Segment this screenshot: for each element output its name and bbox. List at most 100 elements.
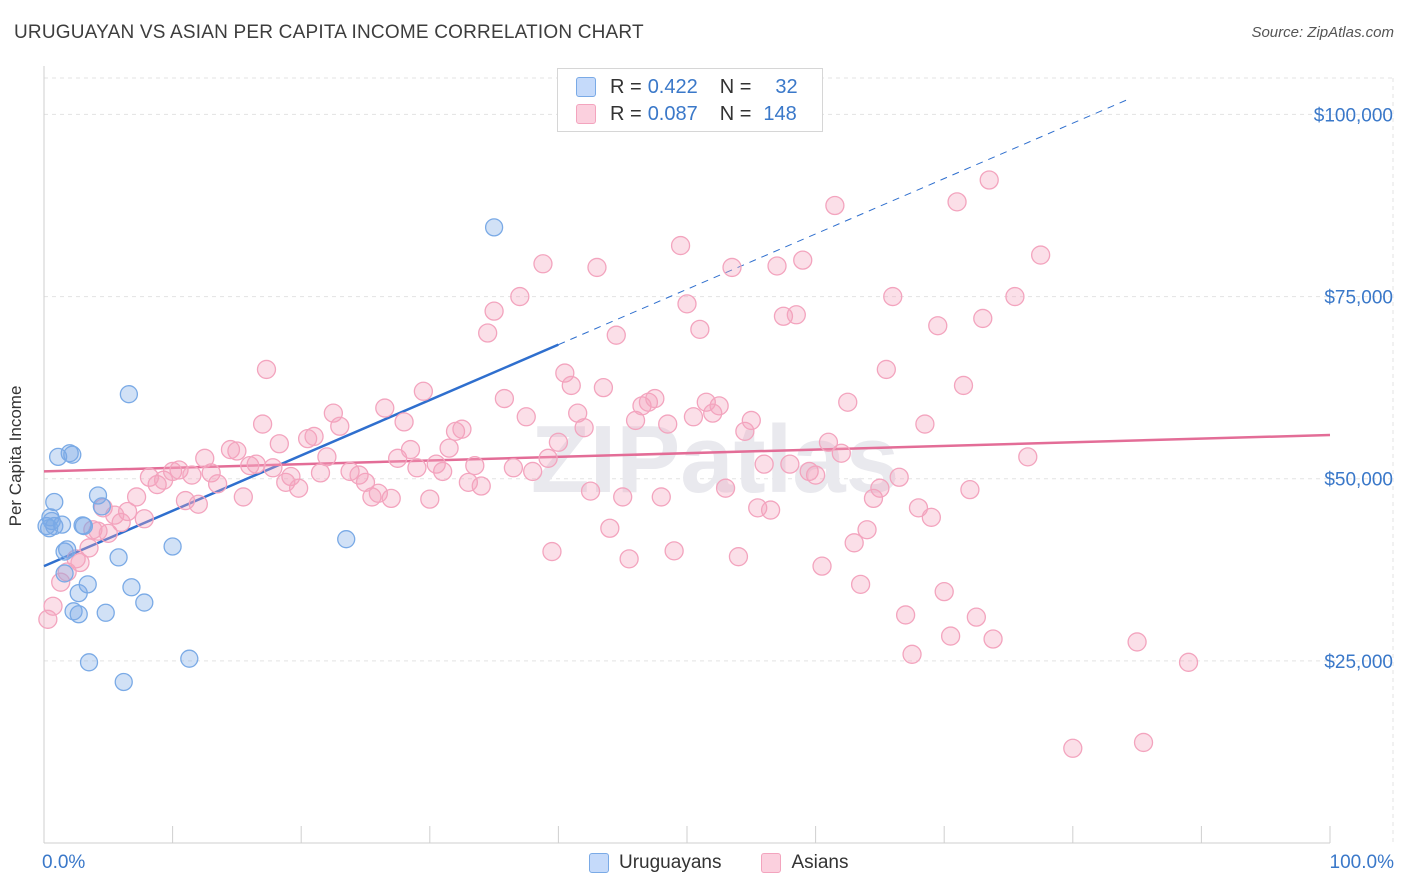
asian-point: [677, 294, 697, 314]
asian-point: [703, 403, 723, 423]
y-tick-label: $75,000: [1324, 288, 1393, 309]
axes: [43, 66, 1331, 844]
asian-point: [201, 463, 221, 483]
asian-point: [139, 467, 160, 487]
asian-point: [883, 286, 903, 307]
asian-point: [1005, 286, 1025, 307]
asian-point: [831, 443, 851, 463]
uruguayan-point: [39, 519, 59, 538]
asian-point: [240, 455, 260, 476]
asian-point: [940, 626, 961, 646]
asian-point: [263, 458, 283, 478]
legend-label-asians: Asians: [791, 852, 849, 873]
asian-point: [439, 438, 459, 458]
legend-item-asians[interactable]: Asians: [761, 852, 848, 874]
uruguayan-point: [55, 542, 74, 561]
asian-point: [400, 439, 421, 460]
uruguayan-point: [135, 593, 154, 612]
uruguayan-trend-extension: [558, 98, 1130, 346]
asian-point: [818, 432, 839, 452]
asian-point: [484, 301, 504, 321]
uruguayan-trend-line: [43, 343, 559, 568]
asian-point: [793, 250, 813, 270]
asian-points: [38, 170, 1199, 758]
uruguayan-point: [45, 492, 64, 512]
asian-point: [349, 465, 369, 485]
asian-point: [188, 494, 208, 514]
legend-swatch-asians: [576, 104, 596, 124]
asian-point: [1133, 732, 1154, 753]
asian-point: [523, 461, 543, 482]
asian-point: [651, 487, 671, 507]
asian-point: [420, 489, 440, 509]
uruguayan-point: [69, 605, 88, 624]
asian-point: [227, 441, 247, 461]
legend-r-label: R =: [610, 102, 642, 125]
asian-point: [580, 481, 601, 501]
asian-point: [70, 552, 90, 573]
asian-point: [269, 434, 289, 454]
uruguayan-point: [109, 548, 128, 567]
legend-r-value: 0.087: [647, 102, 698, 125]
uruguayan-point: [37, 516, 56, 536]
asian-point: [741, 410, 761, 431]
asian-point: [542, 541, 562, 562]
asian-point: [413, 381, 434, 401]
uruguayan-point: [337, 530, 356, 549]
uruguayan-point: [484, 218, 504, 237]
asian-point: [310, 463, 331, 483]
y-tick-label: $100,000: [1314, 105, 1393, 126]
legend-item-uruguayans[interactable]: Uruguayans: [589, 852, 721, 874]
asian-point: [670, 235, 691, 256]
asian-point: [478, 323, 498, 343]
y-tick-labels: $25,000 $50,000 $75,000 $100,000: [1314, 105, 1393, 672]
uruguayan-point: [42, 511, 61, 531]
asian-point: [304, 426, 324, 447]
asian-point: [548, 432, 569, 452]
asian-point: [613, 487, 633, 507]
asian-point: [947, 192, 967, 212]
uruguayan-point: [88, 486, 108, 505]
asian-point: [593, 377, 614, 398]
asian-point: [973, 308, 993, 329]
asian-point: [555, 363, 575, 383]
asian-point: [983, 629, 1003, 649]
asian-point: [256, 359, 277, 380]
asian-point: [1031, 245, 1051, 265]
asian-point: [600, 518, 620, 538]
asian-point: [407, 458, 427, 478]
asian-point: [98, 523, 118, 544]
asian-point: [126, 487, 147, 507]
asian-point: [162, 461, 183, 482]
uruguayan-point: [57, 540, 77, 559]
legend-n-value: 148: [763, 102, 797, 125]
asian-point: [786, 305, 806, 325]
asian-point: [375, 398, 395, 418]
x-tick-label-max: 100.0%: [1329, 852, 1394, 873]
uruguayan-point: [92, 497, 112, 516]
asian-point: [533, 254, 553, 274]
asian-point: [433, 461, 453, 482]
asian-point: [870, 478, 890, 498]
asian-point: [812, 556, 832, 576]
uruguayan-point: [163, 537, 182, 556]
asian-point: [619, 549, 639, 569]
asian-point: [838, 392, 858, 412]
asian-point: [471, 476, 491, 496]
asian-point: [426, 454, 446, 474]
asian-point: [117, 501, 138, 522]
asian-point: [381, 488, 401, 509]
asian-point: [394, 412, 414, 432]
legend-row-uruguayans: R = 0.422 N = 32: [576, 73, 798, 101]
asian-point: [233, 487, 253, 507]
legend-swatch-uruguayans: [576, 77, 596, 97]
asian-point: [574, 418, 594, 438]
asian-point: [960, 479, 980, 500]
asian-point: [1063, 738, 1083, 758]
asian-point: [1127, 632, 1147, 652]
asian-point: [889, 467, 909, 487]
legend-n-label: N =: [719, 75, 752, 98]
asian-point: [43, 596, 63, 616]
asian-point: [921, 507, 941, 527]
